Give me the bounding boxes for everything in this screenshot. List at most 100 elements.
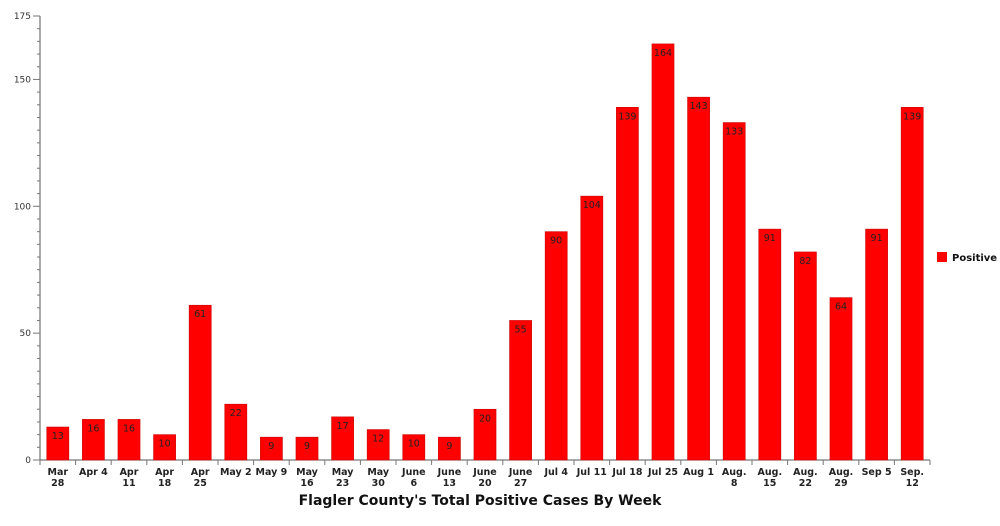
x-tick-label: Aug.: [829, 467, 854, 478]
bar-value-label: 143: [690, 101, 708, 112]
bar-value-label: 90: [550, 236, 562, 247]
bar-value-label: 22: [230, 408, 242, 419]
bar: [224, 403, 248, 461]
bar-value-label: 164: [654, 48, 672, 59]
x-tick-label: 11: [122, 478, 135, 489]
x-tick-label: 28: [51, 478, 65, 489]
bar-value-label: 61: [194, 309, 206, 320]
x-tick-label: Apr 4: [79, 467, 108, 478]
x-tick-label: June: [401, 467, 426, 478]
x-tick-label: 18: [158, 478, 172, 489]
bar-value-label: 10: [408, 439, 420, 450]
x-tick-label: 22: [799, 478, 812, 489]
x-tick-label: Apr: [120, 467, 139, 478]
x-axis: [39, 459, 931, 465]
x-tick-label: 27: [514, 478, 527, 489]
bar: [829, 297, 853, 461]
bar: [651, 43, 675, 461]
bar-value-label: 9: [304, 441, 310, 452]
x-tick-label: May: [367, 467, 390, 478]
bar: [188, 304, 212, 461]
bar: [295, 436, 319, 461]
x-tick-label: Mar: [48, 467, 69, 478]
bar-value-label: 13: [52, 431, 64, 442]
x-tick-label: Sep.: [900, 467, 924, 478]
x-tick-label: Aug.: [722, 467, 747, 478]
bar: [153, 434, 176, 461]
x-tick-label: Apr: [191, 467, 210, 478]
bar-value-label: 64: [835, 302, 847, 313]
x-tick-label: Sep 5: [862, 467, 892, 478]
bar: [616, 107, 639, 461]
bar-value-label: 82: [799, 256, 811, 267]
x-tick-label: 25: [194, 478, 207, 489]
x-tick-label: 20: [478, 478, 492, 489]
bar-value-label: 133: [725, 127, 743, 138]
bar: [46, 426, 70, 461]
bar-value-label: 139: [618, 111, 636, 122]
bar: [580, 195, 604, 461]
x-tick-label: Jul 18: [611, 467, 642, 478]
bar-value-label: 55: [515, 324, 527, 335]
bar: [794, 251, 817, 461]
y-axis: 0 50 100 150 175: [14, 12, 41, 466]
bar-value-label: 20: [479, 413, 491, 424]
bar: [402, 434, 426, 461]
x-tick-label: Jul 11: [576, 467, 607, 478]
bar: [366, 429, 390, 461]
x-tick-label: Jul 4: [543, 467, 568, 478]
bar-value-label: 91: [764, 233, 776, 244]
y-tick-label: 0: [25, 456, 31, 466]
x-tick-label: 12: [906, 478, 919, 489]
x-tick-label: 29: [834, 478, 847, 489]
x-tick-label: 6: [410, 478, 417, 489]
x-tick-label: 30: [372, 478, 386, 489]
legend: Positive: [937, 252, 997, 264]
bar: [260, 436, 283, 461]
x-tick-label: May: [296, 467, 319, 478]
bars: [46, 43, 924, 461]
bar: [722, 122, 746, 461]
bar-value-label: 139: [903, 111, 921, 122]
bar: [509, 320, 532, 461]
x-tick-label: June: [437, 467, 462, 478]
bar: [117, 419, 141, 461]
x-tick-label: May 9: [256, 467, 288, 478]
bar: [438, 436, 461, 461]
legend-label: Positive: [952, 253, 997, 264]
x-tick-label: Aug.: [793, 467, 818, 478]
x-tick-label: 15: [763, 478, 776, 489]
bar: [687, 96, 710, 461]
y-tick-label: 175: [14, 12, 31, 22]
chart-title: Flagler County's Total Positive Cases By…: [299, 493, 663, 509]
bar: [473, 408, 497, 461]
bar: [82, 419, 105, 461]
x-tick-label: Jul 25: [647, 467, 678, 478]
bar: [331, 416, 354, 461]
x-tick-label: May: [332, 467, 355, 478]
bar-value-label: 17: [337, 421, 349, 432]
bar-value-label: 10: [159, 439, 171, 450]
bar-value-label: 12: [372, 434, 384, 445]
bar-value-label: 9: [446, 441, 452, 452]
bar: [900, 107, 924, 461]
bar: [865, 228, 888, 461]
y-tick-label: 100: [14, 202, 31, 212]
x-tick-label: 8: [731, 478, 738, 489]
x-tick-label: May 2: [220, 467, 252, 478]
bar-value-label: 91: [871, 233, 883, 244]
x-tick-label: 16: [300, 478, 314, 489]
bar-value-label: 16: [87, 423, 99, 434]
legend-swatch: [937, 252, 947, 262]
x-tick-label: 23: [336, 478, 349, 489]
bar: [544, 231, 568, 461]
bar: [758, 228, 782, 461]
y-tick-label: 50: [20, 329, 32, 339]
bar-value-label: 104: [583, 200, 601, 211]
bar-value-label: 16: [123, 423, 135, 434]
x-tick-label: Apr: [155, 467, 174, 478]
x-tick-label: June: [472, 467, 497, 478]
x-tick-label: June: [508, 467, 533, 478]
